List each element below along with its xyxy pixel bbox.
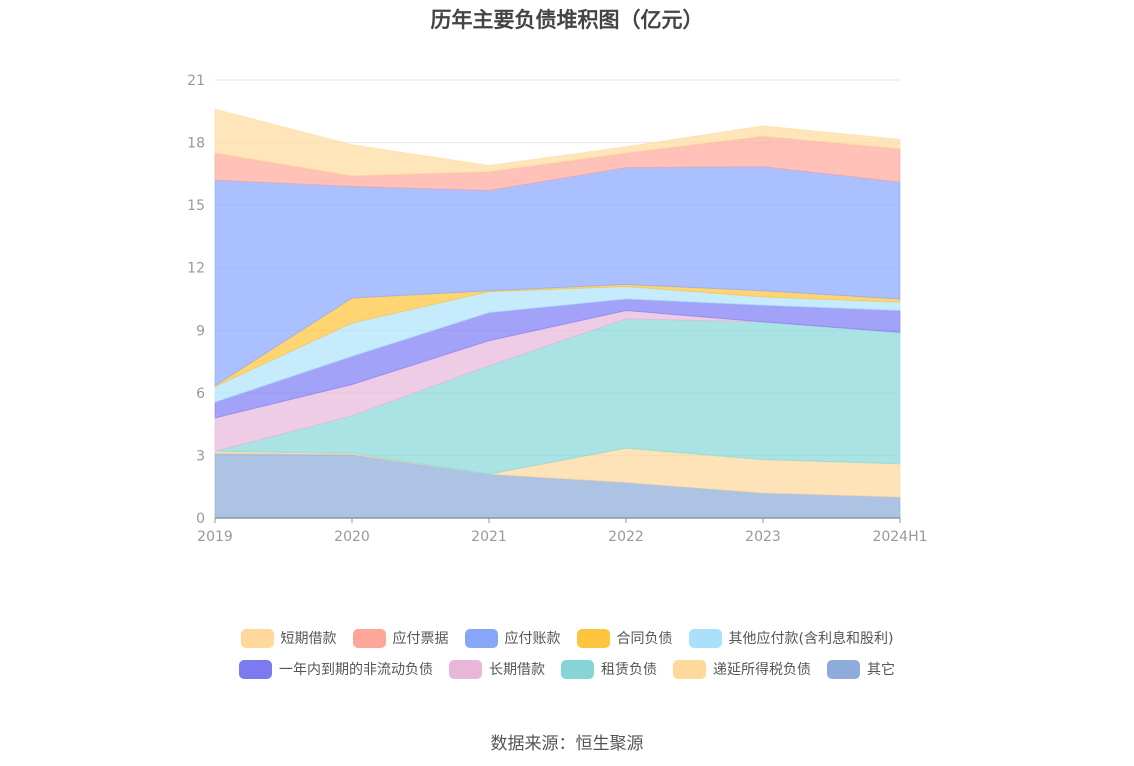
legend-swatch xyxy=(464,628,498,648)
legend-item[interactable]: 短期借款 xyxy=(240,628,337,648)
legend-swatch xyxy=(673,659,706,679)
legend-label: 其他应付款(含利息和股利) xyxy=(728,631,894,647)
legend-swatch xyxy=(240,628,274,648)
legend-item[interactable]: 应付账款 xyxy=(464,628,561,648)
legend-swatch xyxy=(688,628,722,648)
legend-item[interactable]: 其它 xyxy=(827,659,895,679)
y-tick-label: 9 xyxy=(196,323,205,339)
x-tick-label: 2023 xyxy=(745,529,781,545)
legend-label: 递延所得税负债 xyxy=(713,662,811,678)
legend-swatch xyxy=(352,628,386,648)
legend-label: 合同负债 xyxy=(616,631,673,647)
legend-item[interactable]: 其他应付款(含利息和股利) xyxy=(688,628,894,648)
area-series xyxy=(214,108,901,177)
stacked-area-chart: 0 3 6 9 12 15 18 21 2019 2020 2021 2022 2023 2024H1 xyxy=(187,73,927,545)
legend-swatch xyxy=(449,659,482,679)
legend-swatch xyxy=(561,659,594,679)
legend: 短期借款 应付票据 应付账款 合同负债 其他应付款(含利息和股利) 一年内到期的非流动负… xyxy=(0,628,1134,690)
chart-title: 历年主要负债堆积图（亿元） xyxy=(430,8,704,32)
legend-item[interactable]: 一年内到期的非流动负债 xyxy=(239,659,433,679)
legend-label: 应付票据 xyxy=(392,631,449,647)
legend-swatch xyxy=(576,628,610,648)
legend-label: 应付账款 xyxy=(504,631,561,647)
x-tick-label: 2024H1 xyxy=(872,529,927,545)
x-tick-label: 2019 xyxy=(197,529,233,545)
y-tick-label: 18 xyxy=(187,136,205,152)
y-tick-label: 12 xyxy=(187,261,205,277)
legend-row: 短期借款 应付票据 应付账款 合同负债 其他应付款(含利息和股利) xyxy=(0,628,1134,648)
legend-item[interactable]: 合同负债 xyxy=(576,628,673,648)
y-tick-label: 15 xyxy=(187,198,205,214)
legend-item[interactable]: 应付票据 xyxy=(352,628,449,648)
legend-label: 其它 xyxy=(867,662,895,678)
source-note: 数据来源：恒生聚源 xyxy=(490,734,644,754)
legend-item[interactable]: 长期借款 xyxy=(449,659,545,679)
x-tick-label: 2020 xyxy=(334,529,370,545)
axes: 0 3 6 9 12 15 18 21 2019 2020 2021 2022 2023 2024H1 xyxy=(187,73,927,545)
y-tick-label: 6 xyxy=(196,386,205,402)
legend-label: 长期借款 xyxy=(489,662,545,678)
legend-label: 租赁负债 xyxy=(601,662,657,678)
legend-label: 短期借款 xyxy=(280,631,337,647)
y-tick-label: 3 xyxy=(196,448,205,464)
legend-label: 一年内到期的非流动负债 xyxy=(279,662,433,678)
x-tick-label: 2022 xyxy=(608,529,644,545)
area-series-layer xyxy=(214,108,901,519)
y-tick-label: 21 xyxy=(187,73,205,89)
legend-row: 一年内到期的非流动负债 长期借款 租赁负债 递延所得税负债 其它 xyxy=(0,659,1134,679)
x-tick-label: 2021 xyxy=(471,529,507,545)
legend-item[interactable]: 递延所得税负债 xyxy=(673,659,811,679)
y-tick-label: 0 xyxy=(196,511,205,527)
legend-swatch xyxy=(827,659,860,679)
legend-swatch xyxy=(239,659,272,679)
legend-item[interactable]: 租赁负债 xyxy=(561,659,657,679)
